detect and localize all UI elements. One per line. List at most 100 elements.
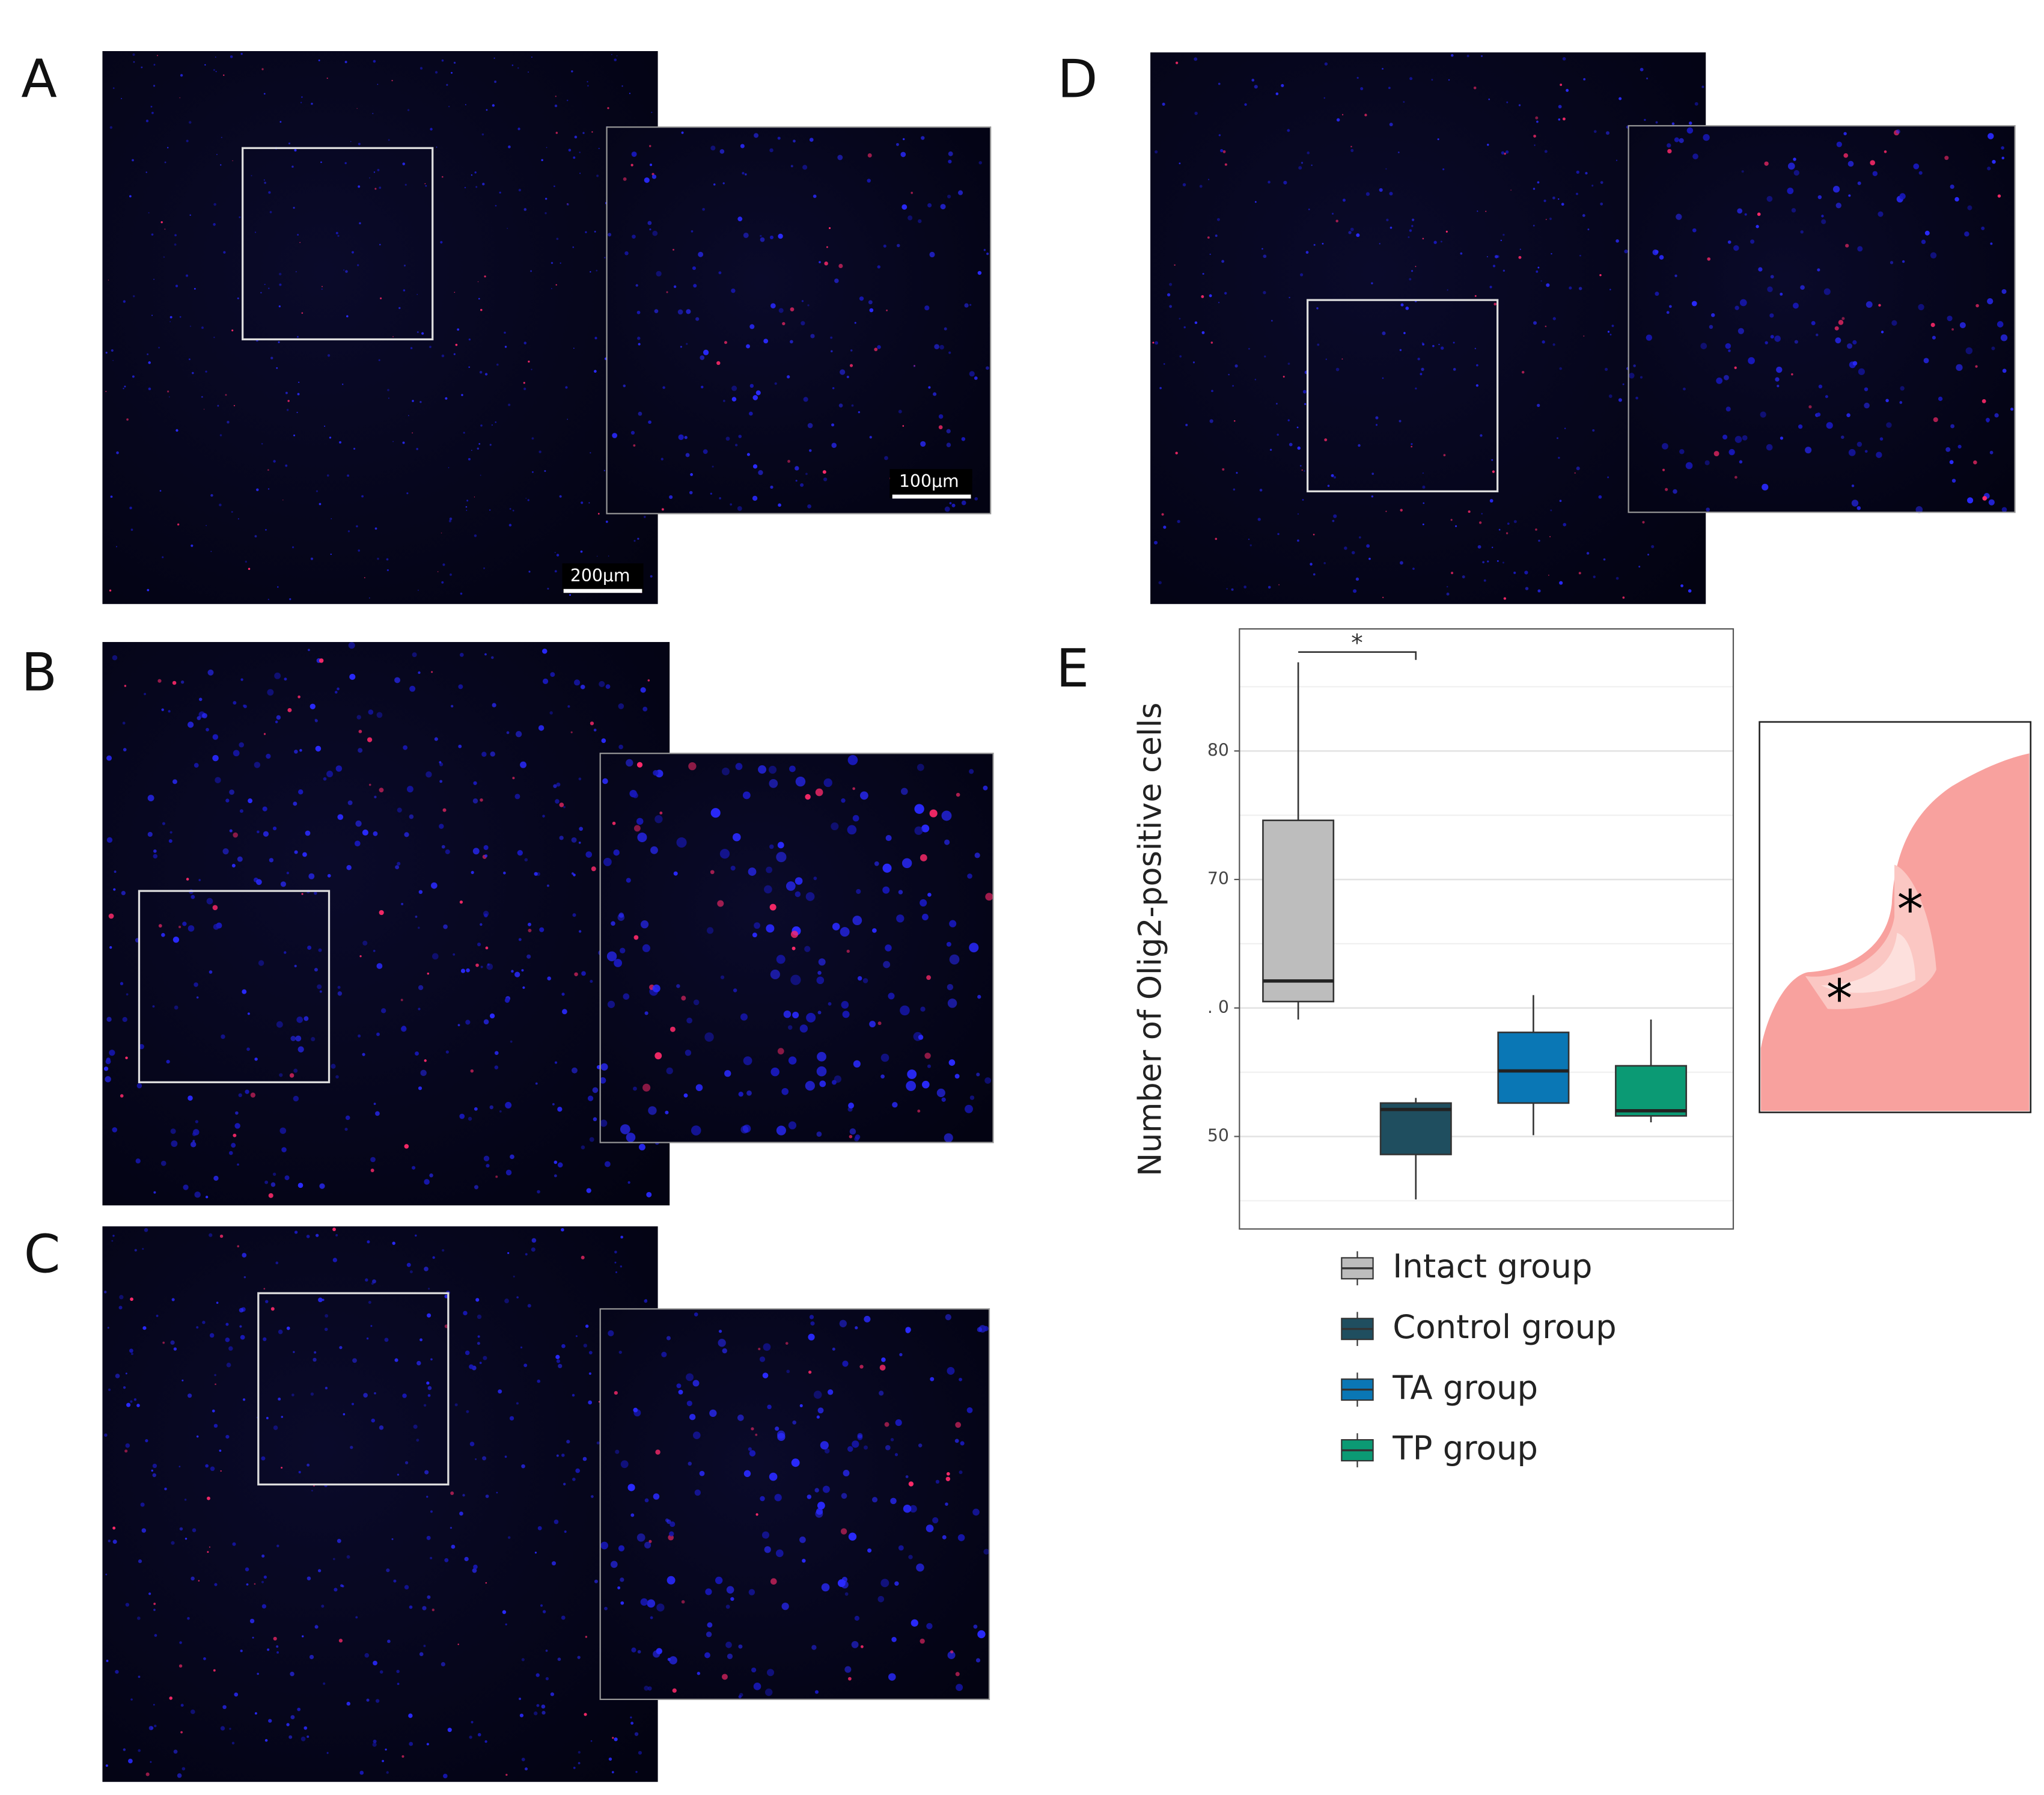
cell (314, 968, 318, 972)
cell (731, 288, 736, 293)
cell (692, 1380, 700, 1387)
cell (276, 1651, 279, 1654)
cell (279, 1127, 287, 1134)
cell (512, 509, 514, 512)
cell (1283, 180, 1287, 185)
cell (575, 1335, 578, 1338)
cell (900, 151, 906, 157)
cell (445, 1050, 449, 1054)
cell (206, 525, 207, 527)
cell (1692, 153, 1698, 160)
cell (108, 1540, 111, 1543)
cell (209, 970, 213, 974)
cell (594, 337, 597, 340)
cell (465, 1020, 471, 1025)
cell (555, 799, 560, 804)
cell (469, 1364, 474, 1369)
cell (769, 1472, 778, 1481)
cell (1487, 560, 1489, 563)
cell (504, 346, 507, 348)
cell (1408, 236, 1410, 239)
cell (1676, 213, 1682, 220)
cell (338, 1639, 343, 1643)
cell (924, 1053, 931, 1059)
cell (718, 1329, 722, 1333)
cell (1716, 377, 1723, 384)
cell (1300, 273, 1304, 277)
y-axis-label: Number of Olig2-positive cells (1132, 703, 1169, 1176)
cell (921, 136, 925, 140)
zoom-box (138, 890, 331, 1083)
cell (427, 1313, 432, 1318)
cell (947, 1367, 955, 1375)
cell (426, 1743, 429, 1746)
cell (830, 336, 833, 339)
cell (642, 1083, 651, 1092)
cell (722, 400, 725, 402)
cell (594, 1579, 598, 1583)
cell (268, 191, 271, 194)
cell (795, 466, 799, 471)
cell (469, 1442, 475, 1446)
cell (616, 55, 618, 57)
cell (844, 1592, 849, 1596)
cell (121, 890, 126, 896)
cell (145, 1772, 150, 1776)
panel-label: D (1057, 48, 1097, 109)
cell (626, 759, 633, 767)
cell (552, 1102, 555, 1105)
cell (201, 326, 204, 329)
cell (986, 366, 989, 370)
cell (367, 737, 373, 742)
cell (1669, 305, 1672, 308)
cell (442, 563, 445, 566)
cell (1605, 131, 1609, 135)
cell (926, 1622, 933, 1630)
cell (770, 1067, 779, 1077)
cell (571, 837, 577, 843)
cell (409, 685, 416, 692)
box (1379, 1102, 1452, 1155)
cell (746, 453, 750, 456)
cell (579, 827, 583, 831)
panel-label: A (21, 48, 57, 109)
cell (701, 385, 704, 389)
cell (192, 1528, 197, 1532)
cell (179, 1641, 182, 1644)
panel-label: C (24, 1223, 61, 1285)
cell (1409, 77, 1413, 81)
cell (1818, 384, 1823, 389)
cell (359, 222, 361, 225)
cell (769, 779, 778, 788)
cell (246, 1047, 250, 1051)
cell (561, 1009, 567, 1015)
cell (254, 1057, 258, 1061)
cell (1358, 444, 1361, 447)
cell (344, 1127, 348, 1131)
cell (954, 1439, 959, 1443)
cell (1216, 218, 1220, 221)
cell (105, 1573, 108, 1576)
cell (346, 1701, 350, 1706)
cell (1153, 540, 1158, 545)
cell (453, 61, 456, 64)
cell (505, 1169, 512, 1176)
cell (159, 490, 162, 492)
cell (593, 729, 597, 732)
cell (373, 171, 376, 173)
cell (618, 1350, 622, 1354)
cell (1356, 233, 1360, 237)
cell (1872, 171, 1878, 177)
cell (1411, 270, 1414, 272)
cell (1533, 188, 1536, 190)
cell (956, 1684, 963, 1692)
cell (1777, 384, 1780, 388)
cell (187, 721, 194, 728)
cell (1371, 472, 1374, 475)
cell (1825, 395, 1828, 399)
cell (198, 879, 201, 881)
cell (860, 1645, 864, 1648)
cell (892, 1102, 898, 1108)
cell (1310, 563, 1313, 566)
cell (1652, 249, 1659, 255)
